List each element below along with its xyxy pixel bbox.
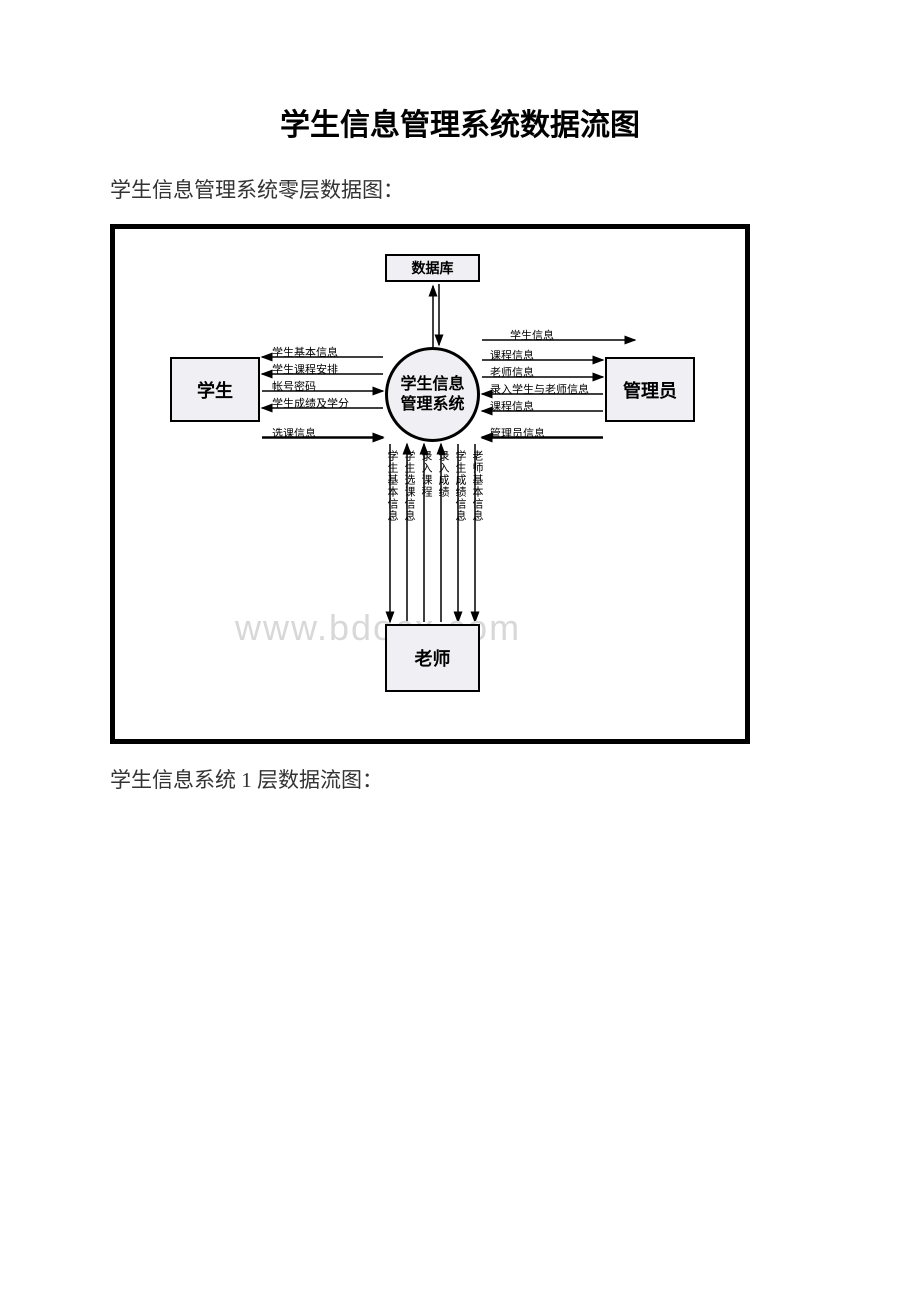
flow-label: 选课信息 — [272, 425, 316, 441]
flow-label: 学生基本信息 — [272, 344, 338, 360]
flow-label: 录入成绩 — [435, 450, 451, 498]
flow-label: 老师信息 — [490, 364, 534, 380]
flow-label: 老师基本信息 — [469, 450, 485, 522]
flow-label: 课程信息 — [490, 347, 534, 363]
node-teacher: 老师 — [385, 624, 480, 692]
flow-label: 学生信息 — [510, 327, 554, 343]
flow-label: 学生课程安排 — [272, 361, 338, 377]
node-database-label: 数据库 — [412, 258, 454, 278]
flow-label: 学生选课信息 — [401, 450, 417, 522]
node-system-label2: 管理系统 — [400, 395, 464, 414]
node-database: 数据库 — [385, 254, 480, 282]
page-title: 学生信息管理系统数据流图 — [110, 100, 810, 144]
node-system: 学生信息 管理系统 — [385, 347, 480, 442]
node-system-label1: 学生信息 — [400, 375, 464, 394]
node-student: 学生 — [170, 357, 260, 422]
node-admin: 管理员 — [605, 357, 695, 422]
flow-label: 课程信息 — [490, 398, 534, 414]
node-teacher-label: 老师 — [415, 645, 451, 671]
flow-label: 学生基本信息 — [384, 450, 400, 522]
flow-label: 学生成绩及学分 — [272, 395, 349, 411]
flow-label: 学生成绩信息 — [452, 450, 468, 522]
node-student-label: 学生 — [197, 377, 233, 403]
flow-label: 管理员信息 — [490, 425, 545, 441]
subtitle-level0: 学生信息管理系统零层数据图： — [110, 174, 810, 204]
flow-label: 帐号密码 — [272, 378, 316, 394]
flow-label: 录入课程 — [418, 450, 434, 498]
dfd-frame: www.bdocx.com 数据库 学生 管理员 老师 学生信息 管理系统 学生… — [110, 224, 750, 744]
flow-label: 录入学生与老师信息 — [490, 381, 589, 397]
node-admin-label: 管理员 — [623, 377, 677, 403]
subtitle-level1: 学生信息系统 1 层数据流图： — [110, 764, 810, 794]
